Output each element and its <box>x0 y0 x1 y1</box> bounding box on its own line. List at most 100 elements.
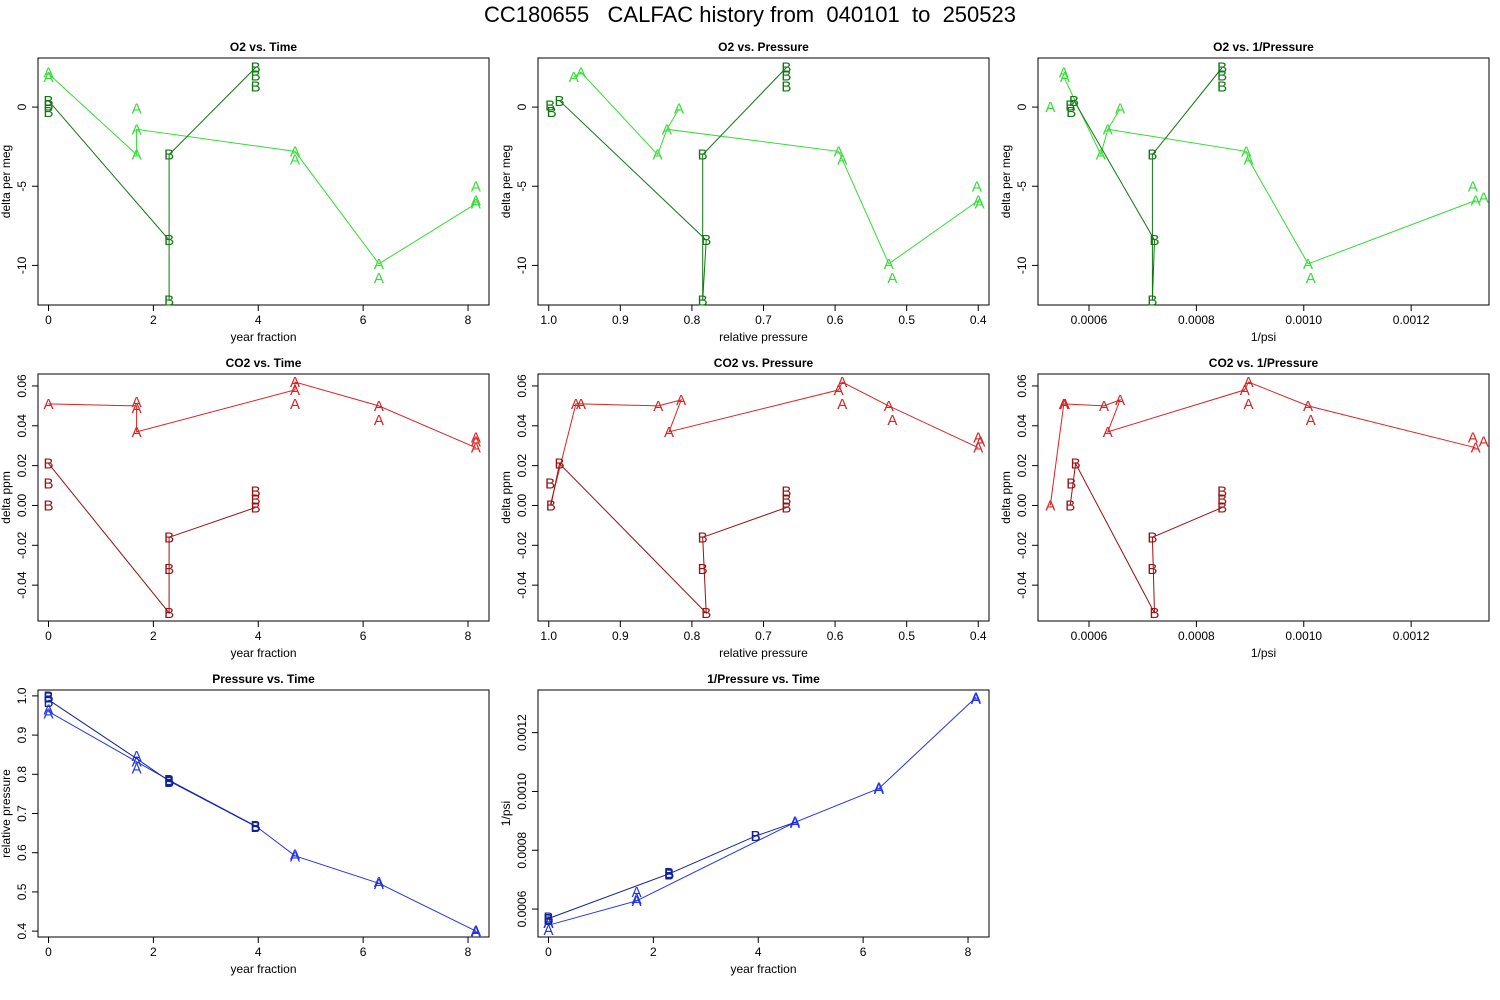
data-point-B: B <box>251 819 261 836</box>
data-point-A: A <box>676 392 686 409</box>
y-tick-label: -0.04 <box>515 571 529 599</box>
y-axis-label: delta ppm <box>999 471 1013 524</box>
x-tick-label: 2 <box>150 945 157 959</box>
y-tick-label: -5 <box>1015 181 1029 192</box>
data-point-A: A <box>975 196 985 213</box>
data-point-B: B <box>251 67 261 84</box>
chart-title: 1/Pressure vs. Time <box>707 672 820 686</box>
plot-frame <box>537 57 990 306</box>
x-tick-label: 1.0 <box>540 629 557 643</box>
chart-title: O2 vs. Pressure <box>718 40 809 54</box>
data-point-A: A <box>132 101 142 118</box>
chart-pressure-time: Pressure vs. Time 0 2 4 6 8 0.4 0.5 0.6 0.7 0.8 0.9… <box>0 672 490 976</box>
data-point-A: A <box>290 382 300 399</box>
data-point-B: B <box>1071 456 1081 473</box>
x-tick-label: 0.0010 <box>1285 313 1322 327</box>
y-tick-label: -0.04 <box>15 571 29 599</box>
data-point-A: A <box>471 924 481 941</box>
data-point-B: B <box>698 529 708 546</box>
x-tick-label: 0 <box>45 313 52 327</box>
data-point-B: B <box>164 292 174 309</box>
x-tick-label: 2 <box>150 629 157 643</box>
data-point-A: A <box>1479 434 1489 451</box>
data-point-B: B <box>1217 484 1227 501</box>
y-tick-label: -0.02 <box>15 531 29 559</box>
data-point-A: A <box>290 847 300 864</box>
data-point-B: B <box>251 818 261 835</box>
data-point-B: B <box>545 98 555 115</box>
data-point-A: A <box>971 691 981 708</box>
x-axis-label: relative pressure <box>719 330 808 344</box>
chart-title: O2 vs. Time <box>230 40 297 54</box>
x-tick-label: 4 <box>255 629 262 643</box>
series-line-B <box>48 67 256 301</box>
x-tick-label: 6 <box>360 313 367 327</box>
y-tick-label: 0.04 <box>15 414 29 438</box>
data-point-A: A <box>887 412 897 429</box>
data-point-A: A <box>662 121 672 138</box>
chart-co2-pressure: CO2 vs. Pressure 1.0 0.9 0.8 0.7 0.6 0.5 0.4 -0.… <box>499 356 990 660</box>
y-axis-label: delta ppm <box>499 471 513 524</box>
data-point-A: A <box>971 689 981 706</box>
data-point-B: B <box>701 232 711 249</box>
x-tick-label: 8 <box>965 945 972 959</box>
data-point-B: B <box>664 866 674 883</box>
data-point-A: A <box>1303 256 1313 273</box>
data-point-A: A <box>471 434 481 451</box>
x-tick-label: 0 <box>45 945 52 959</box>
series-line-B <box>48 699 256 827</box>
chart-title: CO2 vs. 1/Pressure <box>1209 356 1319 370</box>
data-point-B: B <box>164 772 174 789</box>
page-title: CC180655 CALFAC history from 040101 to 2… <box>484 2 1016 27</box>
data-point-B: B <box>1147 561 1157 578</box>
y-tick-label: -5 <box>15 181 29 192</box>
data-point-A: A <box>43 702 53 719</box>
x-tick-label: 2 <box>650 945 657 959</box>
series-line-B <box>1073 67 1223 301</box>
x-tick-label: 0.5 <box>898 629 915 643</box>
data-point-A: A <box>1096 147 1106 164</box>
data-point-A: A <box>1103 424 1113 441</box>
data-point-B: B <box>751 828 761 845</box>
data-point-B: B <box>543 911 553 928</box>
x-tick-label: 0.5 <box>898 313 915 327</box>
data-point-A: A <box>471 178 481 195</box>
chart-title: CO2 vs. Pressure <box>714 356 814 370</box>
x-tick-label: 4 <box>755 945 762 959</box>
x-tick-label: 0.0008 <box>1178 629 1215 643</box>
data-point-A: A <box>837 396 847 413</box>
data-point-A: A <box>887 270 897 287</box>
data-point-A: A <box>790 815 800 832</box>
data-point-A: A <box>975 434 985 451</box>
x-axis-label: year fraction <box>230 646 296 660</box>
data-point-A: A <box>1240 382 1250 399</box>
data-point-B: B <box>1147 292 1157 309</box>
y-tick-label: 0.06 <box>515 374 529 398</box>
data-point-B: B <box>781 60 791 77</box>
data-point-A: A <box>132 754 142 771</box>
data-point-A: A <box>132 400 142 417</box>
data-point-A: A <box>1099 398 1109 415</box>
data-point-A: A <box>290 151 300 168</box>
data-point-B: B <box>1065 497 1075 514</box>
y-tick-label: -0.04 <box>1015 571 1029 599</box>
y-tick-label: 0.0010 <box>515 773 529 810</box>
data-point-A: A <box>834 382 844 399</box>
y-tick-label: -10 <box>515 256 529 274</box>
data-point-A: A <box>132 748 142 765</box>
data-point-B: B <box>664 866 674 883</box>
x-tick-label: 4 <box>255 313 262 327</box>
chart-o2-time: O2 vs. Time 0 2 4 6 8 0 -5 -10 year fraction delta… <box>0 40 490 344</box>
x-axis-label: relative pressure <box>719 646 808 660</box>
data-point-B: B <box>1217 79 1227 96</box>
data-point-A: A <box>1468 178 1478 195</box>
data-point-B: B <box>1147 529 1157 546</box>
y-tick-label: 0.02 <box>515 454 529 478</box>
series-line-A <box>1049 381 1476 506</box>
x-tick-label: 2 <box>150 313 157 327</box>
y-tick-label: 0.4 <box>15 922 29 939</box>
data-point-A: A <box>374 876 384 893</box>
series-line-A <box>1063 76 1476 265</box>
x-tick-label: 4 <box>255 945 262 959</box>
